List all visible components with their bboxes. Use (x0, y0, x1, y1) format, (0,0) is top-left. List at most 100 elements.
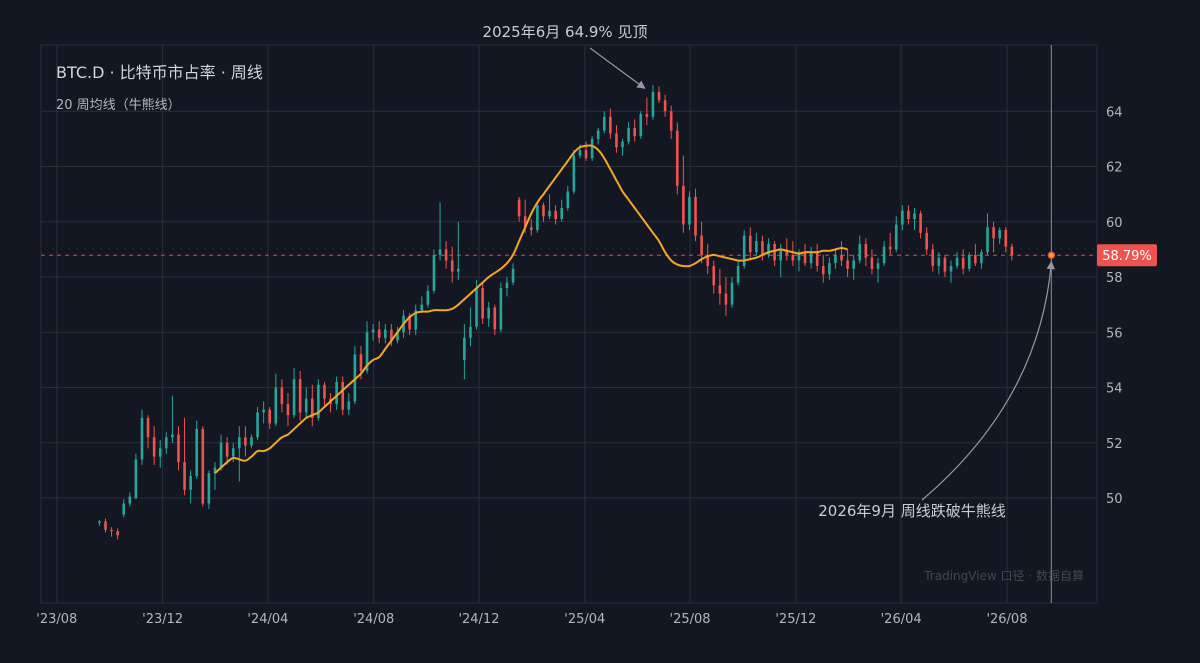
candle (718, 268, 722, 305)
candle (463, 324, 466, 380)
candle (128, 492, 132, 507)
y-tick-label: 52 (1106, 437, 1123, 452)
candle-body (858, 243, 862, 261)
candle-body (359, 354, 363, 371)
candle (682, 155, 685, 233)
candle-body (572, 155, 576, 192)
candle (992, 221, 995, 253)
candle-body (894, 224, 898, 250)
candle (244, 426, 247, 457)
candle-body (481, 288, 484, 319)
candle (262, 401, 265, 424)
candle-body (450, 260, 454, 272)
y-tick-label: 60 (1106, 216, 1123, 231)
candle-body (736, 265, 740, 283)
candle-body (682, 185, 685, 225)
candle-body (469, 326, 472, 338)
candle-body (967, 254, 971, 269)
annotations: 2025年6月 64.9% 见顶 2026年9月 周线跌破牛熊线 (483, 23, 1055, 520)
candle (420, 296, 424, 313)
candle (146, 415, 150, 449)
x-tick-label: '26/08 (986, 612, 1027, 627)
candle-body (645, 114, 649, 117)
candle (748, 227, 752, 258)
candle (931, 243, 935, 272)
candle (694, 188, 697, 242)
candle (98, 520, 101, 526)
candle-body (657, 91, 661, 101)
peak-annotation-arrow (589, 47, 646, 89)
candle-body (292, 379, 296, 416)
candle (706, 243, 709, 275)
candle (517, 196, 521, 222)
candle (177, 426, 180, 471)
plot-border (40, 44, 1098, 604)
candle-body (578, 149, 582, 156)
candle (657, 86, 661, 104)
candle (323, 382, 326, 407)
candle-body (779, 249, 782, 261)
candle-body (852, 260, 855, 269)
candle-body (310, 398, 314, 418)
candle-body (171, 434, 174, 438)
candle-body (663, 100, 667, 112)
grid (41, 45, 1097, 603)
candle (572, 149, 576, 195)
candle (165, 431, 168, 454)
candle-body (341, 382, 345, 410)
candle-body (244, 437, 247, 446)
candle (371, 324, 375, 341)
candle (493, 304, 497, 336)
candle (767, 238, 770, 258)
candle-body (475, 288, 478, 327)
candle (919, 210, 922, 239)
candle-body (913, 213, 916, 220)
candle-body (560, 207, 564, 220)
candle-body (615, 133, 618, 148)
candle-body (901, 210, 904, 225)
candle-body (675, 130, 679, 186)
candle-body (104, 521, 107, 530)
candle-body (931, 249, 935, 266)
candle-body (225, 442, 229, 457)
candle-body (797, 252, 801, 261)
candle (122, 499, 126, 518)
candle (304, 387, 308, 418)
candle-body (846, 260, 849, 269)
candle (511, 263, 515, 286)
candle (907, 205, 910, 225)
candle (633, 119, 636, 142)
x-tick-label: '25/12 (775, 612, 816, 627)
candle (183, 417, 186, 496)
candle-body (390, 329, 393, 341)
candle-body (554, 210, 557, 220)
candle-body (347, 401, 351, 410)
candle-body (146, 417, 150, 438)
candle (414, 304, 418, 336)
candle (134, 453, 138, 500)
candle (195, 420, 199, 479)
candle-body (189, 475, 192, 490)
candle (602, 111, 606, 134)
candle (1010, 243, 1014, 261)
candle (864, 238, 868, 266)
candle (189, 470, 192, 504)
candle (238, 426, 241, 482)
candle (1004, 227, 1008, 253)
candle (548, 194, 551, 220)
candle (554, 205, 557, 225)
candle (840, 241, 843, 266)
candle-body (256, 412, 259, 438)
candle (700, 221, 703, 264)
candle-body (815, 252, 819, 266)
candle (809, 246, 813, 269)
candle-body (183, 462, 186, 490)
candle-body (396, 332, 399, 341)
candle (298, 370, 302, 421)
candle-body (639, 114, 643, 137)
y-tick-label: 64 (1106, 105, 1123, 120)
candle-body (304, 398, 308, 413)
candle-body (499, 288, 503, 330)
candle (755, 232, 758, 255)
candle-body (165, 437, 168, 449)
